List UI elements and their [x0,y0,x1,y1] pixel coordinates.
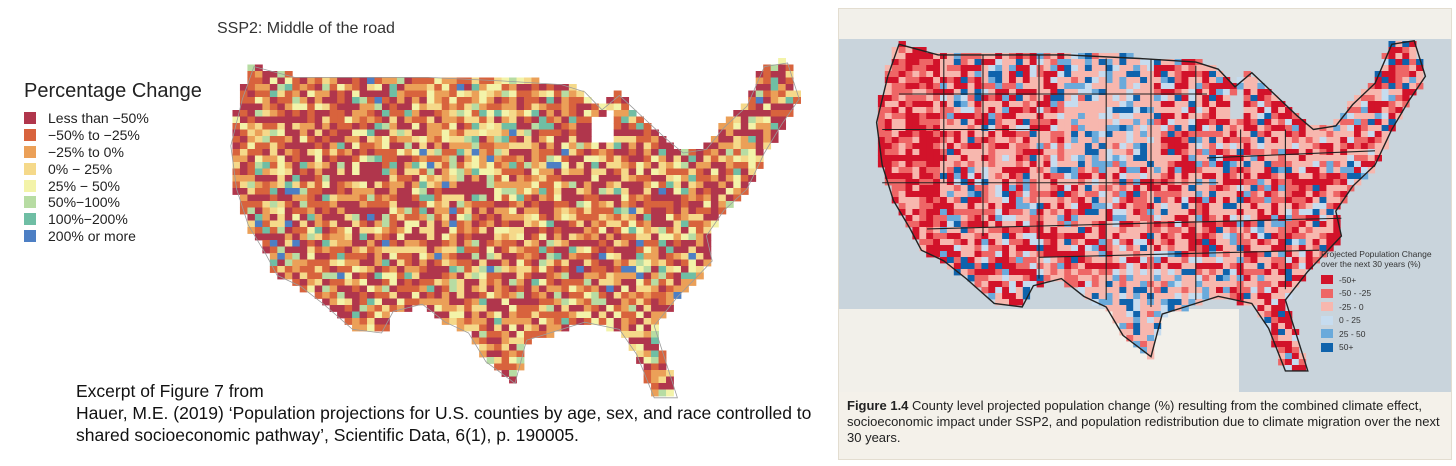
legend-label: -25 - 0 [1339,301,1364,312]
legend-swatch [1321,288,1333,298]
legend-swatch [1321,329,1333,339]
left-map-title: SSP2: Middle of the road [217,20,395,37]
left-legend-item: 50%−100% [24,194,149,211]
legend-label: −50% to −25% [48,127,140,144]
legend-swatch [1321,275,1333,285]
legend-swatch [24,162,36,175]
citation-line-1: Excerpt of Figure 7 from [76,381,264,401]
left-legend-item: 200% or more [24,228,149,245]
right-map-area: Projected Population Change over the nex… [839,9,1451,392]
legend-label: -50+ [1339,274,1357,285]
country-outline [230,62,800,399]
left-legend-item: −50% to −25% [24,127,149,144]
legend-swatch [24,229,36,242]
legend-swatch [1321,315,1333,325]
legend-label: 25 - 50 [1339,328,1366,339]
right-legend-title: Projected Population Change over the nex… [1321,249,1432,269]
right-legend-item: 50+ [1321,341,1449,355]
right-us-county-map [839,9,1451,392]
legend-swatch [24,179,36,192]
right-figure-panel: Projected Population Change over the nex… [838,8,1452,460]
legend-label: 100%−200% [48,211,128,228]
legend-swatch [24,213,36,226]
citation-line-2: Hauer, M.E. (2019) ‘Population projectio… [76,403,812,445]
right-legend-item: 25 - 50 [1321,327,1449,341]
legend-label: −25% to 0% [48,143,124,160]
caption-text: County level projected population change… [847,398,1440,445]
right-legend: Projected Population Change over the nex… [1321,249,1449,354]
left-legend-item: Less than −50% [24,110,149,127]
legend-label: 200% or more [48,227,136,244]
legend-swatch [1321,342,1333,352]
legend-swatch [1321,302,1333,312]
left-us-county-map [230,58,801,399]
caption-label: Figure 1.4 [847,398,909,413]
left-legend-item: 100%−200% [24,211,149,228]
left-legend: Less than −50% −50% to −25% −25% to 0% 0% −… [24,110,149,244]
legend-label: 0% − 25% [48,160,113,177]
right-legend-item: -50+ [1321,273,1449,287]
left-legend-item: 25% − 50% [24,177,149,194]
right-legend-rows: -50+ -50 - -25 -25 - 0 0 - 25 25 - 50 50+ [1321,273,1449,354]
legend-swatch [24,145,36,158]
legend-label: 50%−100% [48,194,121,211]
figure-caption: Figure 1.4 County level projected popula… [847,398,1447,446]
right-legend-item: -25 - 0 [1321,300,1449,314]
legend-label: Less than −50% [48,110,149,127]
citation: Excerpt of Figure 7 from Hauer, M.E. (20… [76,380,816,446]
county-cells [232,58,801,397]
state-boundaries [882,54,1376,307]
mexico-landmass [839,309,1239,392]
legend-label: 0 - 25 [1339,315,1361,326]
country-outline [875,39,1427,372]
left-legend-title: Percentage Change [24,80,202,102]
legend-label: -50 - -25 [1339,288,1372,299]
legend-label: 50+ [1339,342,1354,353]
left-legend-item: 0% − 25% [24,160,149,177]
left-legend-item: −25% to 0% [24,144,149,161]
right-legend-item: -50 - -25 [1321,287,1449,301]
canada-landmass [839,9,1451,39]
legend-swatch [24,112,36,125]
legend-swatch [24,196,36,209]
legend-swatch [24,129,36,142]
right-legend-item: 0 - 25 [1321,314,1449,328]
legend-label: 25% − 50% [48,177,120,194]
left-figure-panel: SSP2: Middle of the road Percentage Chan… [24,20,816,446]
